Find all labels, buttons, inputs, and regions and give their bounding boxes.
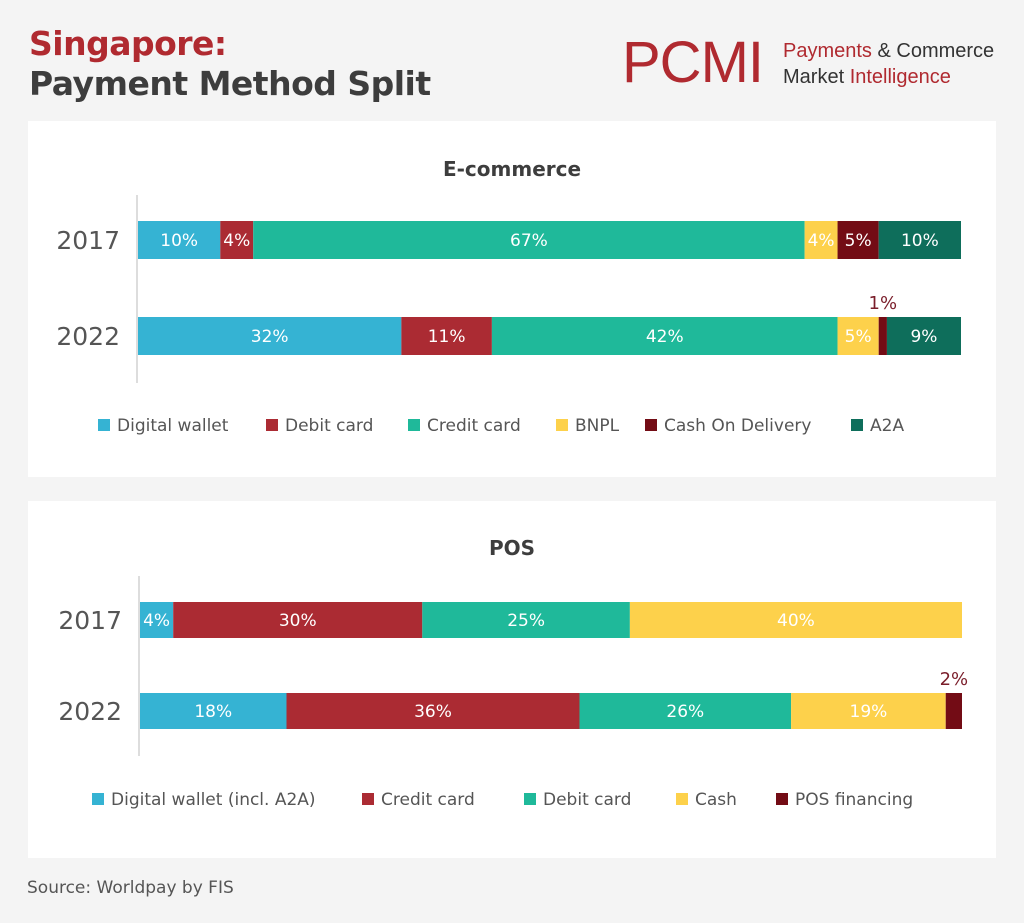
data-label: 18%	[194, 702, 232, 722]
bar-segment-debit-card	[579, 693, 792, 729]
logo-tagline-1: Payments & Commerce	[783, 40, 994, 63]
data-label: 9%	[910, 327, 937, 347]
bar-segment-debit-card	[422, 602, 630, 638]
legend-swatch	[266, 419, 278, 431]
y-tick-label: 2017	[56, 226, 120, 255]
data-label: 1%	[869, 293, 898, 314]
data-label: 10%	[901, 231, 939, 251]
bar-segment-a2a	[878, 221, 961, 259]
bar-segment-debit-card	[220, 221, 254, 259]
legend-label: Debit card	[285, 416, 373, 436]
ecommerce-panel	[28, 121, 996, 477]
legend-label: Digital wallet (incl. A2A)	[111, 790, 316, 810]
data-label: 2%	[940, 669, 969, 690]
bar-segment-cash-on-delivery	[837, 221, 879, 259]
data-label: 67%	[510, 231, 548, 251]
source-note: Source: Worldpay by FIS	[27, 878, 234, 898]
legend-swatch	[676, 793, 688, 805]
pcmi-logo: PCMI	[622, 30, 764, 95]
bar-segment-bnpl	[837, 317, 879, 355]
title-line-1: Singapore:	[29, 24, 227, 63]
bar-segment-cash	[629, 602, 962, 638]
chart-title: E-commerce	[443, 157, 581, 181]
data-label: 5%	[845, 327, 872, 347]
bar-segment-bnpl	[804, 221, 838, 259]
legend-swatch	[851, 419, 863, 431]
data-label: 42%	[646, 327, 684, 347]
legend-label: Cash	[695, 790, 737, 810]
legend-label: Debit card	[543, 790, 631, 810]
y-tick-label: 2022	[56, 322, 120, 351]
y-tick-label: 2022	[58, 697, 122, 726]
data-label: 25%	[507, 611, 545, 631]
data-label: 10%	[160, 231, 198, 251]
data-label: 4%	[223, 231, 250, 251]
legend-label: Digital wallet	[117, 416, 229, 436]
logo-tagline-1-dark: & Commerce	[871, 40, 995, 62]
data-label: 4%	[808, 231, 835, 251]
legend-label: A2A	[870, 416, 904, 436]
bar-segment-debit-card	[401, 317, 492, 355]
legend-swatch	[92, 793, 104, 805]
data-label: 5%	[845, 231, 872, 251]
legend-swatch	[524, 793, 536, 805]
data-label: 11%	[428, 327, 466, 347]
data-label: 36%	[414, 702, 452, 722]
legend-swatch	[776, 793, 788, 805]
title-line-2: Payment Method Split	[29, 64, 431, 103]
data-label: 32%	[251, 327, 289, 347]
legend-label: POS financing	[795, 790, 913, 810]
pos-panel	[28, 501, 996, 858]
data-label: 40%	[777, 611, 815, 631]
bar-segment-credit-card	[491, 317, 838, 355]
bar-segment-a2a	[886, 317, 961, 355]
legend-swatch	[408, 419, 420, 431]
data-label: 4%	[143, 611, 170, 631]
bar-segment-pos-financing	[945, 693, 962, 729]
data-label: 30%	[279, 611, 317, 631]
legend-swatch	[645, 419, 657, 431]
bar-segment-digital-wallet	[138, 317, 402, 355]
bar-segment-digital-wallet	[138, 221, 221, 259]
legend-label: Credit card	[427, 416, 521, 436]
bar-segment-digital-wallet-incl-a2a-	[140, 602, 174, 638]
data-label: 19%	[850, 702, 888, 722]
legend-label: Cash On Delivery	[664, 416, 811, 436]
y-tick-label: 2017	[58, 606, 122, 635]
bar-segment-digital-wallet-incl-a2a-	[140, 693, 287, 729]
chart-title: POS	[489, 536, 535, 560]
legend-swatch	[98, 419, 110, 431]
data-label: 26%	[666, 702, 704, 722]
bar-segment-credit-card	[286, 693, 580, 729]
bar-segment-cash-on-delivery	[878, 317, 887, 355]
bar-segment-credit-card	[253, 221, 805, 259]
bar-segment-cash	[791, 693, 946, 729]
logo-tagline-2-red: Intelligence	[849, 66, 951, 88]
logo-tagline-2-dark: Market	[783, 66, 850, 88]
legend-label: BNPL	[575, 416, 620, 436]
legend-swatch	[556, 419, 568, 431]
logo-tagline-1-red: Payments	[783, 40, 872, 62]
logo-tagline-2: Market Intelligence	[783, 66, 951, 89]
bar-segment-credit-card	[173, 602, 423, 638]
legend-label: Credit card	[381, 790, 475, 810]
legend-swatch	[362, 793, 374, 805]
